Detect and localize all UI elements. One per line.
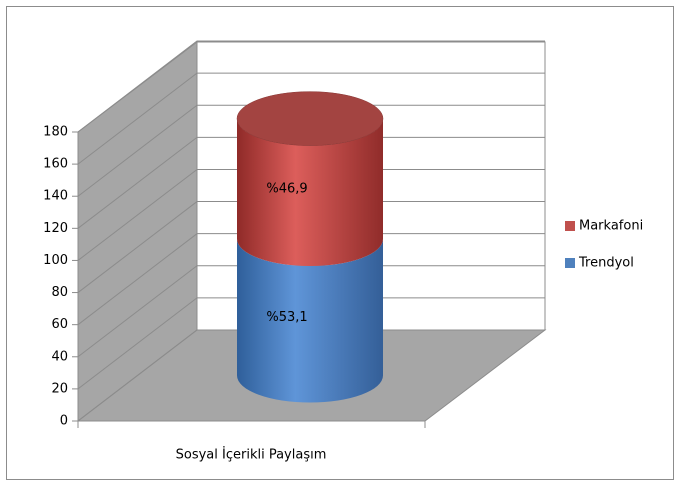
- grid-line: [77, 72, 545, 165]
- cylinder-segment: [237, 118, 383, 267]
- y-tick-label: 0: [60, 414, 68, 429]
- data-label: %53,1: [266, 310, 307, 325]
- legend-label: Trendyol: [578, 256, 634, 271]
- cylinder-segment: [237, 239, 383, 403]
- y-tick-label: 60: [51, 317, 68, 332]
- y-tick-label: 100: [43, 253, 68, 268]
- cylinder-top: [236, 91, 384, 146]
- labels: 0 20 40 60 80 100 120 140 160 180 Sosyal İçerikli …: [43, 125, 643, 463]
- legend-swatch: [565, 221, 575, 231]
- legend-label: Markafoni: [579, 219, 643, 234]
- grid-line: [77, 265, 545, 358]
- x-tick-label: Sosyal İçerikli Paylaşım: [176, 447, 327, 463]
- y-tick-label: 140: [43, 189, 68, 204]
- y-tick-label: 40: [51, 349, 68, 364]
- y-tick-label: 20: [51, 381, 68, 396]
- y-tick-label: 180: [43, 125, 68, 140]
- y-tick-label: 120: [43, 221, 68, 236]
- grid-line: [77, 40, 545, 133]
- grid-line: [77, 329, 545, 422]
- grid-line: [77, 297, 545, 390]
- grid: [72, 40, 545, 422]
- y-tick-label: 160: [43, 157, 68, 172]
- y-tick-label: 80: [51, 285, 68, 300]
- bars: [236, 91, 384, 403]
- grid-line: [77, 201, 545, 293]
- grid-line: [77, 168, 545, 261]
- grid-line: [77, 136, 545, 229]
- grid-line: [77, 233, 545, 326]
- grid-line: [77, 104, 545, 197]
- data-label: %46,9: [266, 181, 307, 196]
- legend-swatch: [565, 258, 575, 268]
